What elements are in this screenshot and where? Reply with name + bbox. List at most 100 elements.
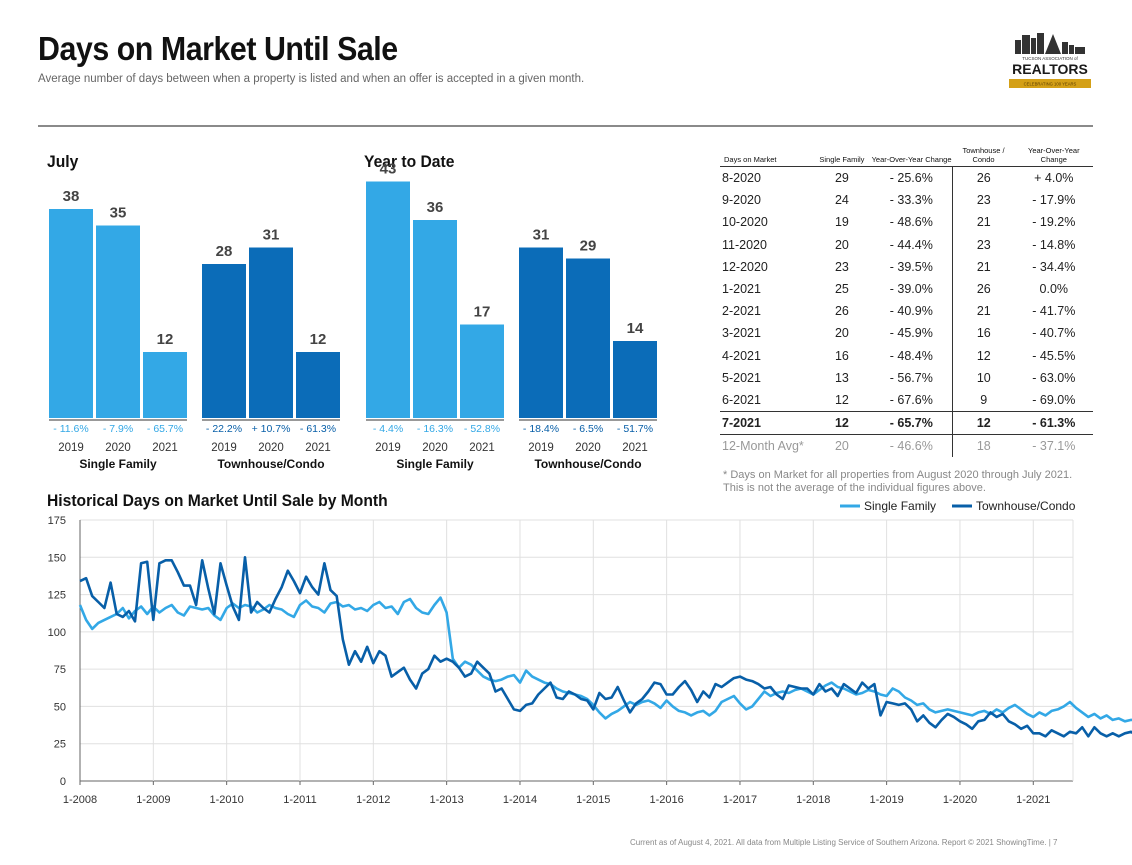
- table-row: 9-2020 24 - 33.3% 23 - 17.9%: [720, 189, 1093, 212]
- table-header-sf: Single Family: [813, 146, 871, 167]
- table-cell: 29: [834, 171, 849, 186]
- y-tick-label: 0: [60, 776, 66, 788]
- table-cell: 3-2021: [722, 326, 761, 341]
- x-tick-label: 1-2009: [136, 794, 170, 806]
- table-row: 6-2021 12 - 67.6% 9 - 69.0%: [720, 388, 1093, 412]
- table-cell: - 45.5%: [1032, 348, 1076, 363]
- table-header-tc: Townhouse / Condo: [952, 146, 1015, 167]
- ytd-year-0-1: 2020: [422, 442, 448, 454]
- table-row: 1-2021 25 - 39.0% 26 0.0%: [720, 277, 1093, 301]
- logo-line1: TUCSON ASSOCIATION of: [1022, 56, 1078, 61]
- ytd-bar-value-0-1: 36: [427, 199, 444, 216]
- ytd-year-1-0: 2019: [528, 442, 554, 454]
- x-tick-label: 1-2019: [869, 794, 903, 806]
- july-change-0-0: - 11.6%: [53, 423, 88, 435]
- table-header-sf-yoy: Year-Over-Year Change: [870, 146, 953, 167]
- ytd-change-0-0: - 4.4%: [373, 423, 403, 435]
- ytd-bar-0-2: [460, 324, 504, 418]
- table-cell: - 34.4%: [1032, 259, 1076, 274]
- july-bar-value-1-1: 31: [263, 227, 280, 244]
- table-cell: 12: [834, 392, 849, 407]
- table-cell: 13: [834, 370, 849, 385]
- table-cell: 16: [976, 326, 991, 341]
- x-tick-label: 1-2010: [210, 794, 244, 806]
- x-tick-label: 1-2012: [356, 794, 390, 806]
- table-row-current: 7-2021 12- 65.7% 12- 61.3%: [720, 411, 1093, 435]
- table-row: 3-2021 20 - 45.9% 16 - 40.7%: [720, 322, 1093, 345]
- ytd-year-0-2: 2021: [469, 442, 495, 454]
- series-line-townhouse: [79, 555, 1132, 738]
- x-tick-label: 1-2014: [503, 794, 537, 806]
- table-cell: - 69.0%: [1032, 392, 1076, 407]
- table-cell: - 39.5%: [870, 255, 953, 278]
- table-cell: 12-2020: [722, 259, 768, 274]
- table-header-month: Days on Market: [720, 146, 814, 167]
- legend-sf-label: Single Family: [864, 499, 937, 513]
- table-cell: 10: [976, 370, 991, 385]
- ytd-change-0-1: - 16.3%: [417, 423, 453, 435]
- table-cell: 23: [976, 237, 991, 252]
- table-cell: - 37.1%: [1014, 434, 1093, 458]
- ytd-bar-value-0-0: 43: [380, 161, 397, 178]
- table-header-tc-yoy: Year-Over-Year Change: [1014, 146, 1093, 167]
- logo-line3: CELEBRATING 100 YEARS: [1024, 82, 1077, 87]
- legend-tc-label: Townhouse/Condo: [976, 499, 1076, 513]
- y-tick-label: 175: [48, 515, 66, 527]
- logo-line2: REALTORS: [1012, 61, 1088, 77]
- table-row: 4-2021 16 - 48.4% 12 - 45.5%: [720, 344, 1093, 367]
- july-group-label-0: Single Family: [79, 457, 157, 471]
- ytd-bar-value-0-2: 17: [474, 304, 491, 321]
- table-row: 12-2020 23 - 39.5% 21 - 34.4%: [720, 255, 1093, 278]
- july-change-1-1: + 10.7%: [252, 423, 291, 435]
- table-row: 2-2021 26 - 40.9% 21 - 41.7%: [720, 300, 1093, 323]
- table-cell: 11-2020: [722, 237, 767, 252]
- ytd-group-label-0: Single Family: [396, 457, 474, 471]
- table-cell: 20: [834, 237, 849, 252]
- july-change-1-0: - 22.2%: [206, 423, 242, 435]
- table-cell: - 63.0%: [1032, 370, 1076, 385]
- x-tick-label: 1-2021: [1016, 794, 1050, 806]
- table-cell: 10-2020: [722, 215, 768, 230]
- table-row-avg: 12-Month Avg* 20- 46.6% 18- 37.1%: [720, 434, 1093, 458]
- ytd-change-0-2: - 52.8%: [464, 423, 500, 435]
- table-cell: - 19.2%: [1032, 215, 1076, 230]
- table-cell: - 14.8%: [1032, 237, 1076, 252]
- y-tick-label: 25: [54, 739, 66, 751]
- ytd-group-label-1: Townhouse/Condo: [534, 457, 641, 471]
- table-cell: 23: [976, 193, 991, 208]
- july-year-1-0: 2019: [211, 442, 237, 454]
- table-row: 11-2020 20 - 44.4% 23 - 14.8%: [720, 233, 1093, 256]
- july-bar-0-2: [143, 352, 187, 418]
- ytd-bar-value-1-2: 14: [627, 320, 644, 337]
- table-cell: 4-2021: [722, 348, 761, 363]
- table-row: 8-2020 29 - 25.6% 26 + 4.0%: [720, 166, 1093, 190]
- historical-line-chart: 0 25 50 75 100 125 150 175 1-2008 1-2009 1-2010 1-2…: [48, 515, 1132, 806]
- header-divider: [38, 125, 1093, 127]
- table-cell: - 48.4%: [870, 344, 953, 367]
- tar-logo: TUCSON ASSOCIATION of REALTORS CELEBRATI…: [1005, 30, 1095, 92]
- ytd-year-0-0: 2019: [375, 442, 401, 454]
- table-cell: 9: [980, 392, 988, 407]
- table-cell: 18: [952, 434, 1015, 458]
- table-cell: - 39.0%: [870, 277, 953, 301]
- series-line-single-family: [78, 596, 1132, 723]
- table-cell: 26: [834, 304, 849, 319]
- table-cell: 24: [834, 193, 849, 208]
- table-cell: 25: [834, 282, 849, 297]
- x-tick-label: 1-2008: [63, 794, 97, 806]
- july-bar-0-0: [49, 209, 93, 418]
- x-tick-label: 1-2017: [723, 794, 757, 806]
- table-cell: - 17.9%: [1032, 193, 1076, 208]
- july-change-1-2: - 61.3%: [300, 423, 336, 435]
- dom-table: Days on Market Single Family Year-Over-Y…: [720, 146, 1093, 458]
- legend-single-family: Single Family: [840, 499, 936, 513]
- table-cell: 21: [976, 215, 991, 230]
- table-cell: 26: [976, 171, 991, 186]
- table-cell: - 65.7%: [870, 411, 953, 435]
- bar-charts: 38 - 11.6% 2019 35 - 7.9% 2020 12 - 65.7% 2021 Si…: [49, 161, 657, 471]
- footer-text: Current as of August 4, 2021. All data f…: [630, 838, 1058, 847]
- page-title: Days on Market Until Sale: [38, 30, 398, 67]
- table-cell: 9-2020: [722, 193, 761, 208]
- table-cell: - 25.6%: [870, 166, 953, 190]
- ytd-change-1-0: - 18.4%: [523, 423, 559, 435]
